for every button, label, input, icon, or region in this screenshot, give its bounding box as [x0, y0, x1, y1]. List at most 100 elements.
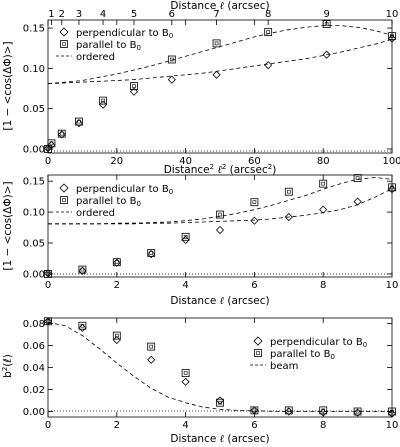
- y-tick-label: 0.00: [23, 144, 45, 155]
- data-points-top: [43, 20, 397, 153]
- parallel-point-inner: [286, 408, 291, 413]
- parallel-point: [212, 39, 221, 48]
- top-tick-label: 10: [386, 9, 399, 20]
- x-axis-label-bottom-panel: Distance ℓ (arcsec): [170, 433, 269, 445]
- perpendicular-point: [387, 409, 397, 418]
- parallel-point-inner: [355, 409, 360, 414]
- legend-square-inner: [62, 198, 66, 202]
- beam-curve-line: [47, 322, 392, 412]
- x-tick-label: 20: [110, 156, 123, 167]
- perpendicular-point: [129, 87, 139, 96]
- parallel-point-inner: [390, 185, 394, 190]
- parallel-point: [147, 342, 156, 351]
- legend-top: perpendicular to B0 parallel to B0 order…: [56, 27, 173, 63]
- panel-top: 1 2 3 4 5 6 7 8 9 10 0 20 40 60 80 100 0.00 0.05 0.10 0.1…: [2, 0, 400, 176]
- parallel-point-inner: [390, 409, 394, 414]
- y-tick-label: 0.10: [23, 64, 45, 75]
- panel-middle: 0 2 4 6 8 10 0.00 0.05 0.10 0.15 Distance ℓ (arc…: [2, 174, 399, 307]
- legend-ordered: ordered: [76, 208, 115, 219]
- data-points-bottom: [43, 317, 397, 418]
- parallel-point-inner: [214, 41, 219, 46]
- parallel-point-inner: [46, 319, 50, 324]
- parallel-point-inner: [252, 200, 257, 204]
- parallel-point: [284, 406, 293, 415]
- x-tick-label: 10: [386, 280, 399, 291]
- y-axis-label-middle-panel: [1 − <cos(ΔΦ)>]: [2, 181, 14, 270]
- parallel-point: [319, 179, 328, 188]
- x-tick-label: 40: [179, 156, 192, 167]
- x-axis-label-middle-panel: Distance ℓ (arcsec): [170, 295, 269, 307]
- y-tick-label: 0.15: [23, 24, 45, 35]
- y-axis-label-bottom-panel: b2(ℓ): [1, 354, 14, 378]
- parallel-point: [181, 232, 190, 241]
- top-axis-ticks: 1 2 3 4 5 6 7 8 9 10: [48, 9, 398, 25]
- parallel-point: [78, 265, 87, 274]
- x-axis-ticks-bottom-panel: 0 2 4 6 8 10: [45, 318, 399, 431]
- perpendicular-point: [353, 408, 362, 417]
- perpendicular-point: [147, 250, 156, 259]
- ordered-curves-middle: [48, 177, 393, 225]
- y-tick-label: 0.06: [23, 341, 45, 352]
- parallel-point-inner: [355, 176, 360, 180]
- x-tick-label: 10: [386, 420, 399, 431]
- parallel-point-inner: [80, 323, 85, 328]
- legend-parallel: parallel to B0: [270, 349, 335, 361]
- parallel-point: [388, 183, 396, 192]
- perpendicular-point: [112, 335, 121, 345]
- parallel-point: [47, 139, 56, 148]
- legend-square-marker: [254, 349, 262, 357]
- parallel-point-inner: [101, 98, 105, 103]
- perpendicular-point: [215, 396, 225, 405]
- parallel-point-inner: [321, 408, 326, 413]
- parallel-point-inner: [46, 272, 50, 276]
- parallel-point-inner: [170, 57, 174, 62]
- parallel-point: [167, 55, 176, 64]
- perpendicular-point: [78, 323, 87, 332]
- parallel-point-inner: [46, 147, 50, 151]
- legend-square-inner: [62, 42, 66, 46]
- y-tick-label: 0.10: [23, 208, 45, 219]
- y-tick-label: 0.05: [23, 239, 45, 250]
- ordered-lower-curve: [48, 188, 393, 225]
- perpendicular-point: [212, 70, 221, 79]
- parallel-point-inner: [77, 119, 81, 124]
- parallel-point: [250, 198, 259, 207]
- top-x-axis-label: Distance ℓ (arcsec): [170, 0, 269, 12]
- x-tick-label: 0: [45, 280, 51, 291]
- y-tick-label: 0.08: [23, 319, 45, 330]
- parallel-point: [112, 258, 121, 267]
- legend-diamond-marker: [59, 27, 69, 37]
- x-axis-label-top-panel: Distance2 ℓ2 (arcsec2): [164, 163, 277, 176]
- top-tick-label: 6: [169, 9, 175, 20]
- parallel-point: [353, 174, 362, 182]
- y-axis-ticks-middle-panel: 0.00 0.05 0.10 0.15: [23, 177, 392, 280]
- ordered-lower-curve: [47, 38, 393, 85]
- parallel-point: [216, 398, 224, 407]
- y-tick-label: 0.05: [23, 104, 45, 115]
- parallel-point: [78, 321, 87, 330]
- y-axis-label-top-panel: [1 − <cos(ΔΦ)>]: [2, 41, 14, 130]
- parallel-point-inner: [115, 333, 119, 338]
- parallel-point: [44, 270, 52, 278]
- x-tick-label: 0: [45, 156, 51, 167]
- legend-square-marker: [60, 40, 68, 48]
- top-tick-label: 2: [59, 9, 65, 20]
- y-tick-label: 0.00: [23, 269, 45, 280]
- x-tick-label: 4: [182, 280, 188, 291]
- parallel-point-inner: [390, 34, 394, 38]
- top-tick-label: 5: [131, 9, 137, 20]
- legend-ordered: ordered: [76, 52, 115, 63]
- x-tick-label: 2: [114, 420, 120, 431]
- top-tick-label: 7: [213, 9, 219, 20]
- legend-middle: perpendicular to B0 parallel to B0 order…: [56, 183, 173, 219]
- x-tick-label: 4: [182, 420, 188, 431]
- parallel-point: [388, 407, 396, 416]
- perpendicular-point: [98, 100, 108, 109]
- plot-frame-middle: [47, 174, 393, 278]
- perpendicular-point: [353, 197, 362, 206]
- x-tick-label: 2: [114, 280, 120, 291]
- parallel-point-inner: [149, 251, 153, 255]
- legend-diamond-marker: [59, 183, 69, 193]
- x-tick-label: 60: [248, 156, 261, 167]
- legend-perpendicular: perpendicular to B0: [76, 28, 173, 40]
